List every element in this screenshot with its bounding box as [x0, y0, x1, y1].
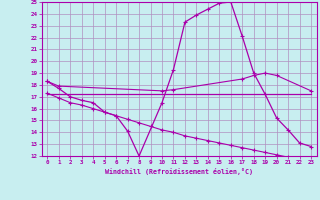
- X-axis label: Windchill (Refroidissement éolien,°C): Windchill (Refroidissement éolien,°C): [105, 168, 253, 175]
